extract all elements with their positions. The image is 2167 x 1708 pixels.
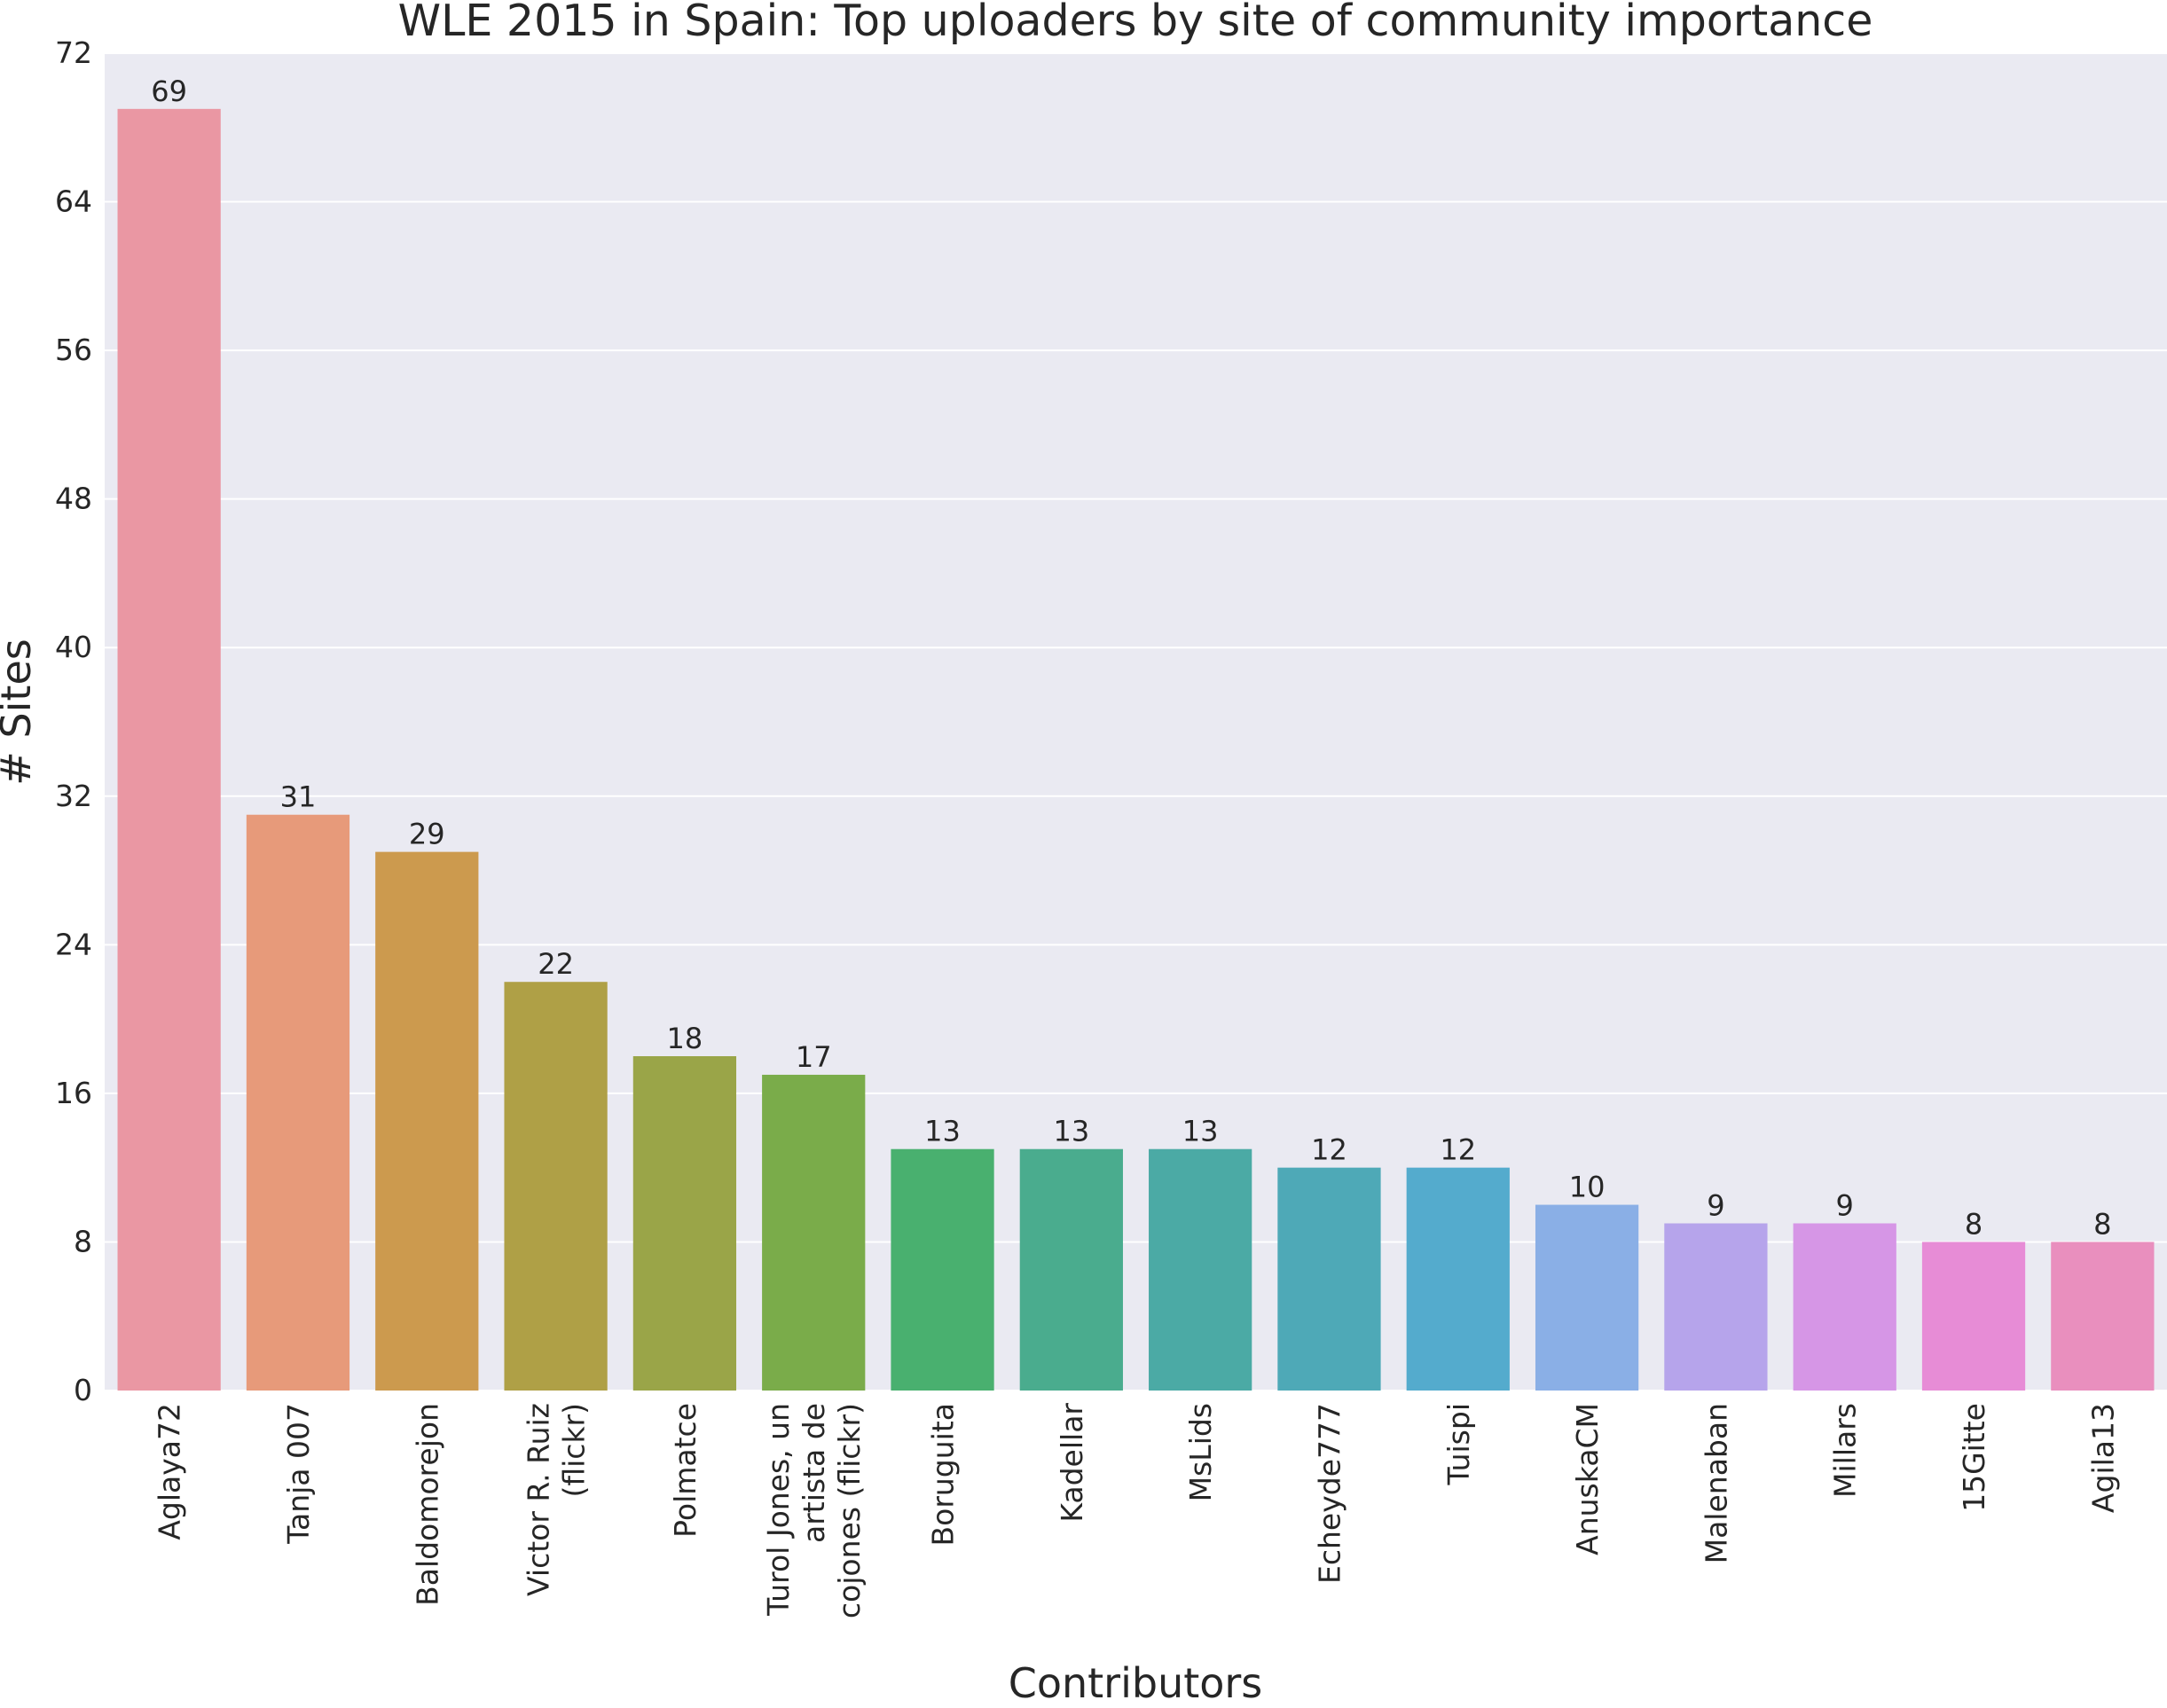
- x-tick-label-line: artista de: [797, 1403, 831, 1543]
- y-tick-label: 32: [55, 779, 92, 813]
- x-tick-label-line: (flickr): [557, 1403, 592, 1498]
- y-tick-label: 72: [55, 35, 92, 70]
- x-tick-label: Millars: [1828, 1403, 1863, 1498]
- x-tick-label: 15Gitte: [1957, 1403, 1991, 1512]
- value-labels: 69 31 29 22 18 17 13 13 13 12 12 10 9 9 8 8: [151, 74, 2111, 1242]
- x-tick-label-line: Turol Jones, un: [761, 1403, 796, 1617]
- x-tick-label: Agila13: [2085, 1403, 2120, 1513]
- bar-value-label: 18: [667, 1022, 703, 1055]
- bar: [1149, 1148, 1252, 1391]
- y-tick-label: 40: [55, 630, 92, 664]
- bar-value-label: 17: [796, 1040, 832, 1074]
- chart-title: WLE 2015 in Spain: Top uploaders by site…: [398, 0, 1873, 46]
- x-tick-label: Turol Jones, unartista decojones (flickr…: [761, 1403, 867, 1618]
- bar: [375, 851, 479, 1391]
- bar-value-label: 31: [280, 780, 317, 814]
- bar-value-label: 13: [924, 1115, 961, 1148]
- y-tick-label: 64: [55, 184, 92, 219]
- x-tick-label-line: Malenaban: [1699, 1403, 1733, 1563]
- bar: [1406, 1167, 1510, 1391]
- x-tick-label-line: Tuispi: [1441, 1403, 1476, 1486]
- bar-value-label: 13: [1182, 1115, 1219, 1148]
- x-tick-label: Victor R. Ruiz(flickr): [522, 1403, 592, 1596]
- bar-value-label: 22: [538, 947, 574, 981]
- y-tick-label: 16: [55, 1076, 92, 1110]
- bar-value-label: 10: [1569, 1171, 1606, 1204]
- bar: [1921, 1242, 2026, 1391]
- x-tick-label-line: Tanja 007: [281, 1403, 316, 1545]
- x-tick-label-line: Millars: [1828, 1403, 1863, 1498]
- bar-value-label: 12: [1440, 1133, 1476, 1167]
- y-axis-label: # Sites: [0, 639, 40, 785]
- y-tick-label: 24: [55, 927, 92, 961]
- bar: [117, 108, 221, 1391]
- bar: [632, 1056, 737, 1391]
- x-tick-label-line: Kadellar: [1055, 1403, 1089, 1523]
- x-tick-label: Echeyde777: [1312, 1403, 1347, 1584]
- x-axis: Aglaya72 Tanja 007 Baldomorejon Victor R. R…: [153, 1403, 2121, 1619]
- bar: [246, 814, 350, 1391]
- y-tick-label: 0: [74, 1373, 92, 1407]
- bar-value-label: 13: [1053, 1115, 1089, 1148]
- y-tick-label: 48: [55, 482, 92, 516]
- x-tick-label-line: MsLids: [1183, 1403, 1218, 1501]
- x-tick-label: MsLids: [1183, 1403, 1218, 1501]
- bar-value-label: 9: [1836, 1189, 1854, 1223]
- bars: [117, 108, 2155, 1391]
- x-tick-label-line: AnuskaCM: [1570, 1403, 1605, 1555]
- x-tick-label: Tanja 007: [281, 1403, 316, 1545]
- x-tick-label-line: Aglaya72: [153, 1403, 187, 1540]
- bar: [504, 982, 608, 1391]
- x-tick-label: AnuskaCM: [1570, 1403, 1605, 1555]
- bar: [891, 1148, 994, 1391]
- x-tick-label-line: cojones (flickr): [832, 1403, 867, 1618]
- bar-value-label: 8: [2093, 1207, 2111, 1241]
- bar: [1664, 1223, 1768, 1391]
- x-tick-label: Kadellar: [1055, 1403, 1089, 1523]
- bar-value-label: 12: [1311, 1133, 1347, 1167]
- x-tick-label: Baldomorejon: [410, 1403, 444, 1606]
- bar: [1019, 1148, 1123, 1391]
- x-tick-label: Aglaya72: [153, 1403, 187, 1540]
- x-tick-label: Tuispi: [1441, 1403, 1476, 1486]
- bar: [762, 1074, 866, 1391]
- x-tick-label-line: Polmatce: [668, 1403, 703, 1538]
- bar: [1277, 1167, 1381, 1391]
- bar-value-label: 69: [151, 74, 187, 108]
- x-tick-label-line: Baldomorejon: [410, 1403, 444, 1606]
- y-axis: 0 8 16 24 32 40 48 56 64 72: [55, 35, 92, 1407]
- x-tick-label: Malenaban: [1699, 1403, 1733, 1563]
- x-tick-label: Boruguita: [926, 1403, 961, 1547]
- x-tick-label-line: Echeyde777: [1312, 1403, 1347, 1584]
- x-tick-label-line: 15Gitte: [1957, 1403, 1991, 1512]
- x-tick-label-line: Agila13: [2085, 1403, 2120, 1513]
- bar: [1793, 1223, 1896, 1391]
- x-tick-label-line: Boruguita: [926, 1403, 961, 1547]
- gridlines: [105, 52, 2167, 1391]
- bar-value-label: 8: [1965, 1207, 1982, 1241]
- bar: [1535, 1204, 1639, 1391]
- y-tick-label: 56: [55, 333, 92, 367]
- x-axis-label: Contributors: [1009, 1659, 1263, 1707]
- bar-value-label: 9: [1707, 1189, 1724, 1223]
- bar-value-label: 29: [409, 818, 445, 851]
- y-tick-label: 8: [74, 1224, 92, 1258]
- x-tick-label: Polmatce: [668, 1403, 703, 1538]
- bar: [2051, 1242, 2155, 1391]
- x-tick-label-line: Victor R. Ruiz: [522, 1403, 556, 1596]
